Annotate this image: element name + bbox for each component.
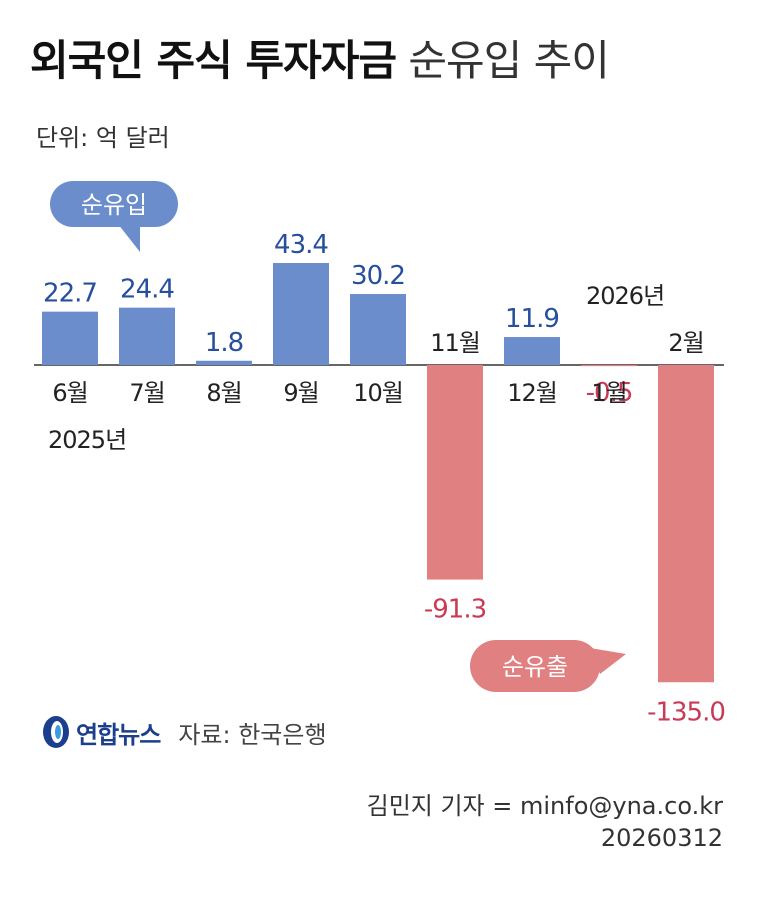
inflow-callout-text: 순유입 xyxy=(81,191,147,219)
bar-11월 xyxy=(427,365,483,580)
value-label: 43.4 xyxy=(274,230,328,260)
value-label: 11.9 xyxy=(505,304,559,334)
category-label: 7월 xyxy=(129,379,164,407)
category-label: 12월 xyxy=(507,379,557,407)
bar-9월 xyxy=(273,263,329,365)
source-text: 자료: 한국은행 xyxy=(178,720,327,749)
bar-1월 xyxy=(581,365,637,367)
credit: 김민지 기자 = minfo@yna.co.kr 20260312 xyxy=(367,790,723,854)
category-label: 8월 xyxy=(206,379,241,407)
bar-12월 xyxy=(504,337,560,365)
category-label: 6월 xyxy=(52,379,87,407)
value-label: 22.7 xyxy=(43,279,97,309)
category-label: 1월 xyxy=(591,379,626,407)
source-row: 연합뉴스 자료: 한국은행 xyxy=(40,712,327,752)
category-label: 9월 xyxy=(283,379,318,407)
page-title: 외국인 주식 투자자금 순유입 추이 xyxy=(30,36,610,86)
category-label: 2월 xyxy=(668,329,703,357)
value-label: -135.0 xyxy=(647,697,725,727)
inflow-callout-bubble xyxy=(50,181,178,227)
value-label: -0.5 xyxy=(586,378,633,408)
outflow-callout-tail xyxy=(590,648,626,674)
title-bold: 외국인 주식 투자자금 xyxy=(30,36,397,85)
value-label: 24.4 xyxy=(120,275,174,305)
title-light: 순유입 추이 xyxy=(408,36,610,85)
inflow-callout-tail xyxy=(118,224,140,252)
credit-date: 20260312 xyxy=(600,824,723,852)
outflow-callout-text: 순유출 xyxy=(502,653,568,681)
category-label: 11월 xyxy=(430,329,480,357)
bar-10월 xyxy=(350,294,406,365)
value-label: 30.2 xyxy=(351,261,405,291)
yonhap-logo-icon xyxy=(43,716,69,748)
year-label-2025: 2025년 xyxy=(48,426,126,454)
year-label-2026: 2026년 xyxy=(586,282,664,310)
bar-6월 xyxy=(42,311,98,365)
value-label: -91.3 xyxy=(424,595,486,625)
logo-text: 연합뉴스 xyxy=(76,720,161,749)
unit-label: 단위: 억 달러 xyxy=(36,124,170,152)
bar-8월 xyxy=(196,360,252,365)
bar-2월 xyxy=(658,365,714,683)
credit-reporter: 김민지 기자 = minfo@yna.co.kr xyxy=(366,792,723,820)
outflow-callout-bubble xyxy=(470,640,600,692)
category-label: 10월 xyxy=(353,379,403,407)
value-label: 1.8 xyxy=(205,328,243,358)
bar-7월 xyxy=(119,307,175,365)
